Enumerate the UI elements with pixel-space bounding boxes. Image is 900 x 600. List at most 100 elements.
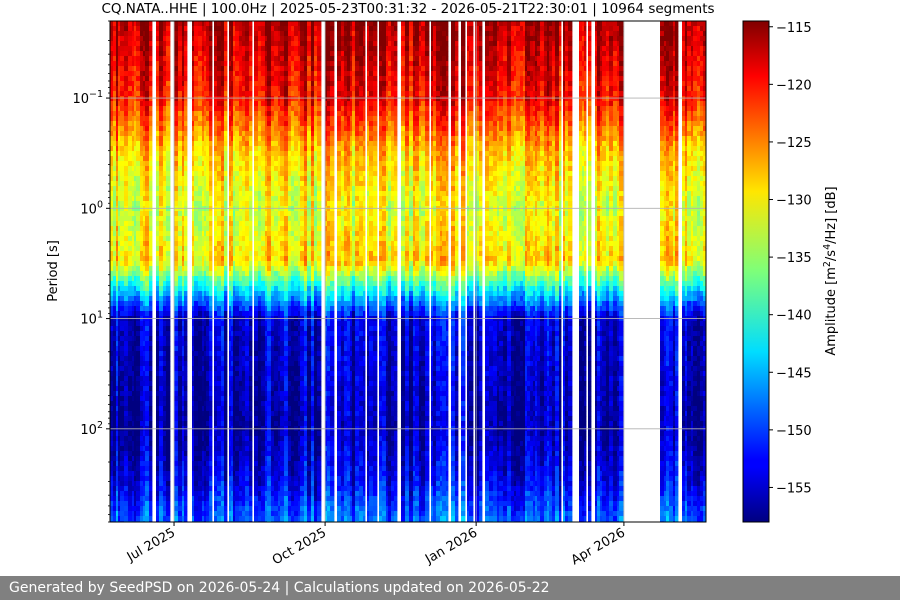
psd-cell bbox=[249, 26, 253, 32]
psd-cell bbox=[132, 161, 135, 167]
psd-cell bbox=[198, 186, 203, 192]
psd-cell bbox=[113, 301, 117, 307]
psd-cell bbox=[116, 251, 119, 257]
psd-cell bbox=[184, 341, 188, 347]
psd-cell bbox=[245, 221, 250, 227]
psd-cell bbox=[194, 466, 199, 472]
psd-cell bbox=[239, 476, 243, 482]
psd-cell bbox=[214, 336, 218, 342]
psd-cell bbox=[217, 126, 222, 132]
psd-cell bbox=[156, 121, 160, 127]
psd-cell bbox=[271, 241, 275, 247]
psd-cell bbox=[206, 46, 210, 52]
psd-cell bbox=[271, 226, 275, 232]
psd-cell bbox=[136, 371, 141, 377]
psd-cell bbox=[233, 441, 236, 447]
psd-cell bbox=[231, 471, 234, 477]
psd-cell bbox=[159, 501, 164, 507]
psd-cell bbox=[261, 236, 266, 242]
psd-cell bbox=[174, 341, 179, 347]
psd-cell bbox=[245, 331, 250, 337]
psd-cell bbox=[249, 431, 253, 437]
psd-cell bbox=[261, 76, 266, 82]
psd-cell bbox=[184, 331, 188, 337]
psd-cell bbox=[116, 221, 119, 227]
psd-cell bbox=[192, 91, 195, 97]
psd-cell bbox=[182, 136, 185, 142]
psd-cell bbox=[202, 461, 205, 467]
psd-cell bbox=[110, 371, 114, 377]
psd-cell bbox=[145, 211, 150, 217]
psd-cell bbox=[245, 336, 250, 342]
psd-cell bbox=[182, 186, 185, 192]
psd-cell bbox=[258, 381, 262, 387]
psd-cell bbox=[145, 461, 150, 467]
psd-cell bbox=[134, 246, 137, 252]
psd-cell bbox=[242, 196, 246, 202]
psd-cell bbox=[184, 351, 188, 357]
psd-cell bbox=[124, 246, 129, 252]
psd-cell bbox=[221, 51, 225, 57]
psd-column bbox=[110, 21, 114, 522]
psd-cell bbox=[258, 216, 262, 222]
psd-cell bbox=[118, 381, 121, 387]
psd-cell bbox=[192, 216, 195, 222]
psd-cell bbox=[184, 56, 188, 62]
psd-cell bbox=[214, 241, 218, 247]
psd-cell bbox=[204, 361, 207, 367]
psd-cell bbox=[132, 76, 135, 82]
psd-cell bbox=[174, 386, 179, 392]
psd-cell bbox=[221, 271, 225, 277]
psd-cell bbox=[145, 231, 150, 237]
psd-cell bbox=[249, 441, 253, 447]
psd-cell bbox=[194, 431, 199, 437]
psd-cell bbox=[113, 466, 117, 472]
psd-cell bbox=[132, 451, 135, 457]
psd-cell bbox=[140, 281, 144, 287]
psd-cell bbox=[120, 171, 125, 177]
psd-cell bbox=[265, 171, 268, 177]
psd-cell bbox=[206, 311, 210, 317]
psd-cell bbox=[120, 71, 125, 77]
psd-cell bbox=[231, 441, 234, 447]
psd-cell bbox=[166, 101, 171, 107]
psd-cell bbox=[132, 166, 135, 172]
psd-cell bbox=[235, 26, 240, 32]
psd-cell bbox=[128, 451, 133, 457]
psd-cell bbox=[198, 171, 203, 177]
psd-cell bbox=[166, 346, 171, 352]
psd-cell bbox=[267, 336, 272, 342]
psd-cell bbox=[134, 151, 137, 157]
psd-cell bbox=[258, 311, 262, 317]
psd-cell bbox=[202, 371, 205, 377]
psd-cell bbox=[198, 331, 203, 337]
psd-cell bbox=[194, 141, 199, 147]
psd-cell bbox=[242, 451, 246, 457]
psd-cell bbox=[258, 351, 262, 357]
psd-cell bbox=[239, 491, 243, 497]
psd-cell bbox=[194, 261, 199, 267]
psd-cell bbox=[249, 276, 253, 282]
psd-cell bbox=[198, 376, 203, 382]
psd-cell bbox=[233, 236, 236, 242]
psd-cell bbox=[271, 436, 275, 442]
psd-cell bbox=[166, 411, 171, 417]
psd-cell bbox=[217, 496, 222, 502]
psd-cell bbox=[271, 141, 275, 147]
psd-cell bbox=[267, 391, 272, 397]
psd-cell bbox=[204, 71, 207, 77]
psd-cell bbox=[118, 306, 121, 312]
psd-cell bbox=[128, 461, 133, 467]
psd-cell bbox=[178, 291, 183, 297]
psd-cell bbox=[149, 291, 153, 297]
psd-cell bbox=[217, 176, 222, 182]
psd-cell bbox=[229, 411, 232, 417]
psd-cell bbox=[143, 216, 146, 222]
psd-cell bbox=[229, 141, 232, 147]
psd-cell bbox=[202, 121, 205, 127]
psd-cell bbox=[229, 471, 232, 477]
psd-cell bbox=[143, 401, 146, 407]
psd-cell bbox=[182, 111, 185, 117]
psd-cell bbox=[134, 356, 137, 362]
psd-cell bbox=[136, 211, 141, 217]
